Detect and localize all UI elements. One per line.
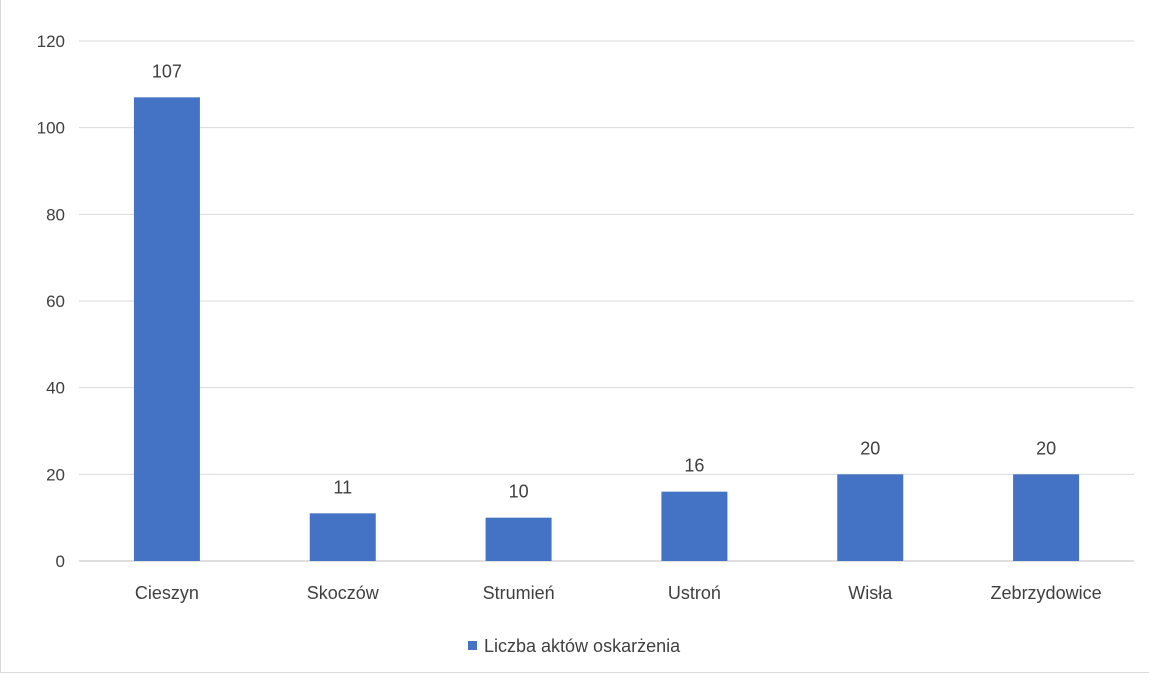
y-tick-label: 0: [56, 552, 65, 571]
x-tick-label: Wisła: [848, 583, 893, 603]
data-label: 10: [509, 482, 529, 502]
legend: Liczba aktów oskarżenia: [468, 636, 681, 656]
x-tick-label: Zebrzydowice: [991, 583, 1102, 603]
bar-cieszyn: [133, 97, 200, 561]
data-label: 20: [1036, 438, 1056, 458]
bar-strumień: [485, 517, 552, 561]
data-label: 20: [860, 438, 880, 458]
data-labels: 107 11 10 16 20 20: [152, 61, 1056, 501]
legend-swatch: [468, 641, 477, 650]
y-tick-label: 120: [37, 32, 65, 51]
bar-skoczów: [309, 513, 376, 561]
legend-label: Liczba aktów oskarżenia: [484, 636, 681, 656]
data-label: 107: [152, 61, 182, 81]
y-tick-label: 80: [46, 205, 65, 224]
x-tick-label: Ustroń: [668, 583, 721, 603]
bar-wisła: [837, 474, 904, 561]
bar-ustroń: [661, 491, 728, 561]
y-tick-label: 100: [37, 119, 65, 138]
x-axis: Cieszyn Skoczów Strumień Ustroń Wisła Zebrzyd…: [135, 583, 1102, 603]
y-tick-label: 60: [46, 292, 65, 311]
y-tick-label: 20: [46, 465, 65, 484]
y-axis: 0 20 40 60 80 100 120: [37, 32, 65, 571]
data-label: 11: [333, 477, 352, 497]
x-tick-label: Cieszyn: [135, 583, 199, 603]
gridlines: [79, 40, 1134, 562]
x-tick-label: Skoczów: [307, 583, 380, 603]
data-label: 16: [684, 456, 704, 476]
bar-zebrzydowice: [1013, 474, 1080, 561]
bars: [133, 97, 1080, 561]
y-tick-label: 40: [46, 379, 65, 398]
x-tick-label: Strumień: [483, 583, 555, 603]
